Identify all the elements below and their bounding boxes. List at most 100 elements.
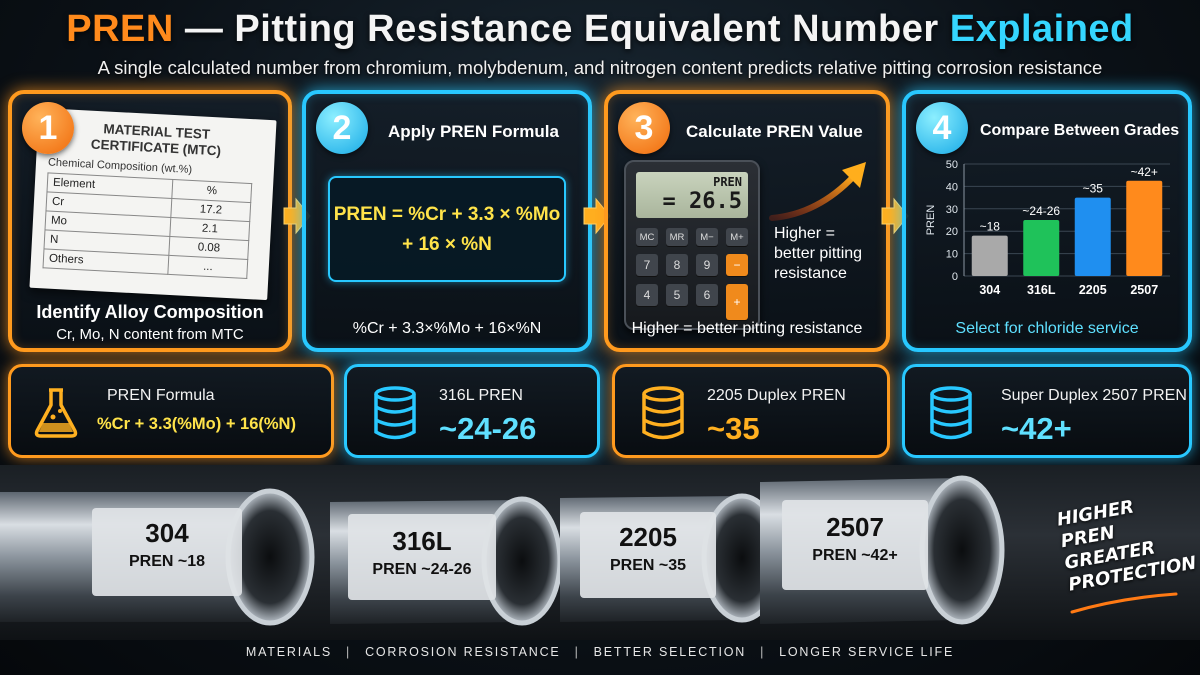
formula-line-1: PREN = %Cr + 3.3 × %Mo <box>333 204 561 225</box>
title-pren: PREN <box>66 8 174 50</box>
steel-pipes-illustration <box>0 475 1005 626</box>
pipe-pren: PREN ~18 <box>128 553 206 570</box>
info-2507-value: ~42+ <box>1001 411 1072 446</box>
calculator-key: MC <box>636 228 658 246</box>
pren-bar-chart: 0 10 20 30 40 50 PREN ~18 304 ~24-26 316L ~35 2205 ~4… <box>925 159 1170 297</box>
bar-304 <box>971 235 1008 276</box>
calculator-key: MR <box>666 228 688 246</box>
trend-arrow-icon <box>769 162 866 221</box>
composition-table: Element% Cr 17.2 Mo 2.1 N 0.08 Others... <box>42 172 252 279</box>
step-3-footer: Higher = better pitting resistance <box>631 320 863 337</box>
pipe-label-2507: 2507 PREN ~42+ <box>782 512 928 565</box>
x-tick-label: 2507 <box>1130 283 1158 297</box>
calculator-screen-value: = 26.5 <box>662 189 742 214</box>
pipe-grade: 316L <box>392 526 452 556</box>
step-4-footer: Select for chloride service <box>955 320 1139 337</box>
pipe-2507 <box>760 475 1005 625</box>
data-label: ~42+ <box>1131 165 1158 179</box>
calculator-key: M− <box>696 228 718 246</box>
pipe-pren: PREN ~42+ <box>812 547 898 564</box>
pipe-316l <box>330 496 563 626</box>
y-tick-label: 40 <box>946 181 958 193</box>
step-card-2: 2 Apply PREN Formula PREN = %Cr + 3.3 × … <box>302 90 592 352</box>
step-2-footer: %Cr + 3.3×%Mo + 16×%N <box>352 320 542 337</box>
title-explained: Explained <box>949 8 1134 50</box>
higher-better-note: Higher = better pitting resistance <box>774 224 862 284</box>
info-2507-label: Super Duplex 2507 PREN <box>1001 387 1187 404</box>
calculator-key: 9 <box>696 254 718 276</box>
flask-icon <box>34 388 78 438</box>
title-middle: — Pitting Resistance Equivalent Number <box>173 8 950 50</box>
page-title: PREN — Pitting Resistance Equivalent Num… <box>0 8 1200 51</box>
bar-316L <box>1023 220 1060 276</box>
page-subtitle: A single calculated number from chromium… <box>97 57 1103 78</box>
step-card-4: 4 Compare Between Grades 0 10 20 30 40 50 PREN… <box>902 90 1192 352</box>
x-tick-label: 316L <box>1027 283 1056 297</box>
info-box-2507: Super Duplex 2507 PREN ~42+ <box>902 364 1192 458</box>
table-cell: ... <box>168 255 248 279</box>
y-tick-label: 50 <box>946 159 958 171</box>
calculator-key: 7 <box>636 254 658 276</box>
info-316l-value: ~24-26 <box>439 411 537 446</box>
pipe-grade: 2205 <box>619 522 677 552</box>
info-316l-label: 316L PREN <box>439 387 523 404</box>
data-label: ~35 <box>1083 182 1104 196</box>
pipe-label-316l: 316L PREN ~24-26 <box>348 526 496 579</box>
y-axis-label: PREN <box>925 205 937 236</box>
footer-bar: MATERIALS | CORROSION RESISTANCE | BETTER SE… <box>0 645 1200 659</box>
arrow-right-icon <box>583 197 611 235</box>
step-badge-3: 3 <box>618 102 670 154</box>
info-box-formula: PREN Formula %Cr + 3.3(%Mo) + 16(%N) <box>8 364 334 458</box>
footer-separator: | <box>760 645 766 659</box>
info-2205-label: 2205 Duplex PREN <box>707 387 846 404</box>
database-icon <box>930 386 972 440</box>
calculator-key: + <box>726 284 748 320</box>
database-icon <box>642 386 684 440</box>
arrow-right-icon <box>881 197 909 235</box>
x-tick-label: 304 <box>979 283 1000 297</box>
calculator-key: 8 <box>666 254 688 276</box>
info-formula-label: PREN Formula <box>107 387 215 404</box>
higher-note-line2: better pitting <box>774 245 863 262</box>
formula-line-2: + 16 × %N <box>402 234 492 255</box>
step-3-title: Calculate PREN Value <box>686 122 863 141</box>
pipe-pren: PREN ~24-26 <box>372 561 472 578</box>
data-label: ~18 <box>980 220 1001 234</box>
y-tick-label: 0 <box>952 271 958 283</box>
info-box-2205: 2205 Duplex PREN ~35 <box>612 364 890 458</box>
higher-note-line3: resistance <box>774 265 847 282</box>
y-tick-label: 20 <box>946 226 958 238</box>
calculator-key: 6 <box>696 284 718 306</box>
higher-note-line1: Higher = <box>774 225 835 242</box>
database-icon <box>374 386 416 440</box>
step-4-title: Compare Between Grades <box>980 122 1180 139</box>
footer-item: MATERIALS <box>245 645 332 659</box>
pipe-pren: PREN ~35 <box>609 557 687 574</box>
step-card-1: MATERIAL TEST CERTIFICATE (MTC) Chemical… <box>8 90 292 352</box>
step-badge-1: 1 <box>22 102 74 154</box>
pipe-label-2205: 2205 PREN ~35 <box>580 522 716 575</box>
data-label: ~24-26 <box>1022 204 1060 218</box>
step-1-title: Identify Alloy Composition <box>36 302 264 322</box>
step-badge-4: 4 <box>916 102 968 154</box>
pipe-grade: 2507 <box>826 512 884 542</box>
step-2-title: Apply PREN Formula <box>388 122 559 141</box>
calculator-screen: PREN = 26.5 <box>636 172 748 218</box>
step-1-subtitle: Cr, Mo, N content from MTC <box>56 326 244 343</box>
footer-item: LONGER SERVICE LIFE <box>779 645 955 659</box>
info-box-316l: 316L PREN ~24-26 <box>344 364 600 458</box>
calculator-key: 4 <box>636 284 658 306</box>
calculator-key: − <box>726 254 748 276</box>
footer-item: BETTER SELECTION <box>593 645 747 659</box>
slogan-underline <box>1070 592 1178 614</box>
pipe-grade: 304 <box>145 518 189 548</box>
calculator: PREN = 26.5 MC MR M− M+ 7 8 9 − 4 5 6 + <box>624 160 760 330</box>
step-badge-2: 2 <box>316 102 368 154</box>
pipe-label-304: 304 PREN ~18 <box>92 518 242 571</box>
info-formula-value: %Cr + 3.3(%Mo) + 16(%N) <box>97 415 296 433</box>
bar-2507 <box>1126 180 1163 276</box>
x-tick-label: 2205 <box>1079 283 1107 297</box>
footer-separator: | <box>574 645 580 659</box>
formula-box: PREN = %Cr + 3.3 × %Mo + 16 × %N <box>328 176 566 282</box>
calculator-screen-label: PREN <box>713 175 742 189</box>
